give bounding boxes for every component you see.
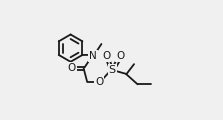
Text: O: O	[68, 63, 76, 73]
Text: O: O	[116, 51, 124, 61]
Text: O: O	[95, 77, 103, 87]
Text: N: N	[89, 51, 97, 61]
Text: S: S	[109, 65, 116, 75]
Text: O: O	[102, 51, 110, 61]
